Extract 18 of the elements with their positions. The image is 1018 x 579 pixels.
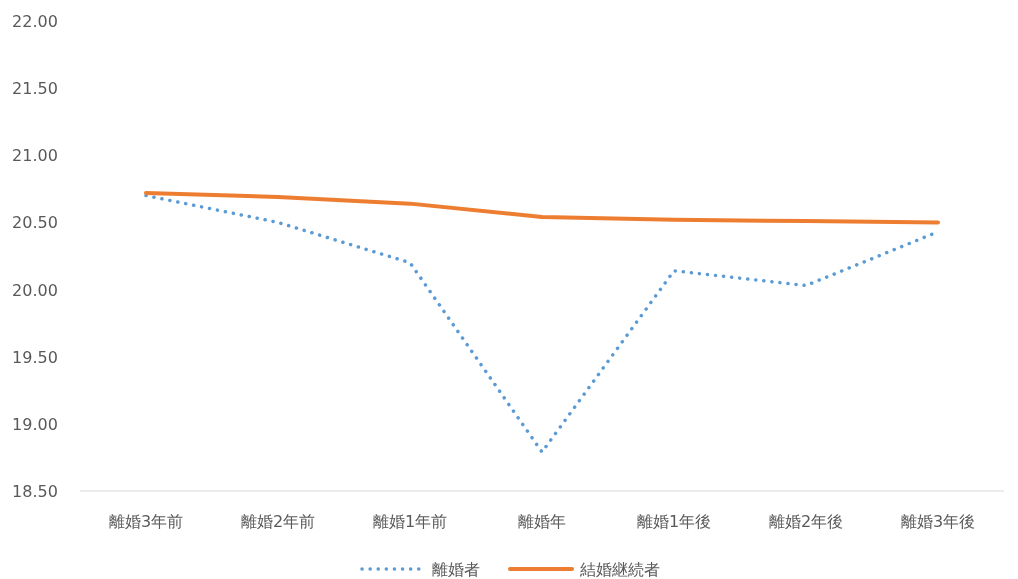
x-tick-label: 離婚3年前 bbox=[108, 512, 184, 531]
line-series bbox=[144, 190, 940, 225]
y-tick-label: 20.00 bbox=[12, 280, 58, 300]
y-tick-label: 19.50 bbox=[12, 347, 58, 367]
x-tick-label: 離婚3年後 bbox=[900, 512, 976, 531]
x-tick-label: 離婚1年前 bbox=[372, 512, 448, 531]
legend-label: 結婚継続者 bbox=[579, 560, 660, 579]
y-tick-label: 21.50 bbox=[12, 79, 58, 99]
y-tick-label: 18.50 bbox=[12, 482, 58, 501]
x-tick-label: 離婚1年後 bbox=[636, 512, 712, 531]
y-tick-label: 20.50 bbox=[12, 213, 58, 233]
x-tick-label: 離婚2年後 bbox=[768, 512, 844, 531]
x-tick-label: 離婚年 bbox=[518, 512, 566, 531]
y-tick-label: 19.00 bbox=[12, 414, 58, 434]
legend-label: 離婚者 bbox=[432, 560, 480, 579]
y-tick-label: 22.00 bbox=[12, 12, 58, 31]
x-tick-label: 離婚2年前 bbox=[240, 512, 316, 531]
y-tick-label: 21.00 bbox=[12, 146, 58, 166]
